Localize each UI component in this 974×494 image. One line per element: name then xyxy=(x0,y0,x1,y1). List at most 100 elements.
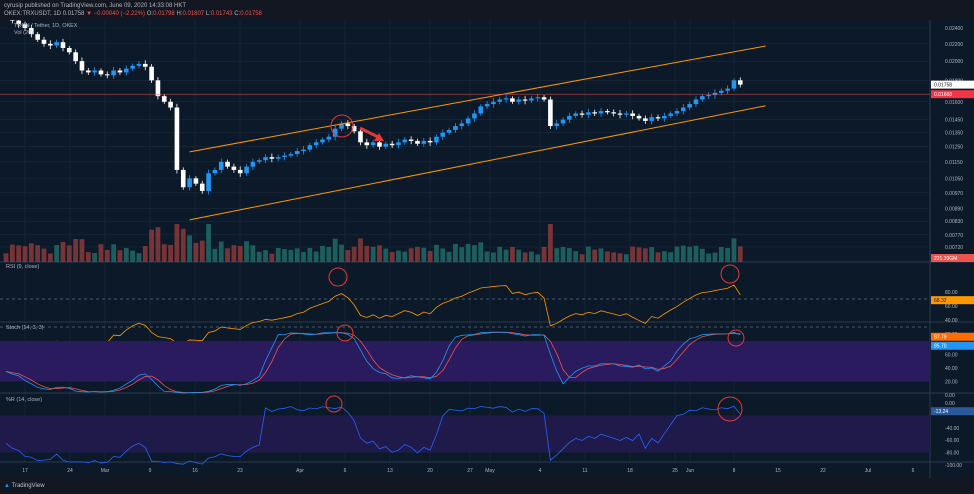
volume-bar xyxy=(383,248,389,262)
candle-body xyxy=(719,90,724,93)
candle-body xyxy=(662,115,667,119)
candle-body xyxy=(48,43,53,46)
time-tick: 22 xyxy=(820,468,826,474)
wr-tag-bg xyxy=(931,407,974,416)
rsi-tick: 80.00 xyxy=(945,290,958,296)
volume-bar xyxy=(718,246,724,262)
candle-body xyxy=(294,151,300,155)
candle-body xyxy=(459,123,465,127)
candle-body xyxy=(624,113,629,115)
candle-body xyxy=(168,101,173,108)
candle-body xyxy=(231,166,237,170)
volume-bar xyxy=(731,238,737,262)
candle-body xyxy=(681,107,686,112)
candle-body xyxy=(415,140,420,144)
price-tick: 0.02400 xyxy=(945,26,963,32)
candle-body xyxy=(104,74,110,76)
candle-body xyxy=(256,160,262,162)
volume-bar xyxy=(358,238,363,262)
chart-area[interactable]: 0.024000.022000.020000.018000.016000.014… xyxy=(0,12,974,478)
time-tick: 27 xyxy=(467,468,473,474)
volume-bar xyxy=(9,244,15,262)
rsi-line xyxy=(12,284,741,349)
volume-bar xyxy=(199,240,205,262)
volume-bar xyxy=(712,252,718,262)
volume-bar xyxy=(623,254,629,262)
volume-bar xyxy=(630,246,636,262)
volume-bar xyxy=(421,247,427,262)
last-price: 0.01758 xyxy=(62,11,85,17)
candle-body xyxy=(440,132,446,137)
price-tick: 0.01250 xyxy=(945,145,963,151)
volume-bar xyxy=(497,246,503,262)
volume-bar xyxy=(155,227,161,262)
volume-bar xyxy=(453,243,458,262)
volume-bar xyxy=(503,249,509,262)
volume-bar xyxy=(554,248,560,262)
tradingview-logo-icon: ▲ xyxy=(4,483,10,489)
candle-body xyxy=(237,169,243,174)
time-tick: Mar xyxy=(101,468,110,474)
symbol: OKEX:TRXUSDT, 1D xyxy=(4,11,62,17)
candle-body xyxy=(301,149,306,152)
candle-body xyxy=(225,161,230,167)
candle-body xyxy=(402,139,408,143)
candle-body xyxy=(706,95,711,97)
volume-bar xyxy=(123,247,129,262)
volume-bar xyxy=(465,243,471,262)
volume-bar xyxy=(256,251,262,262)
volume-bar xyxy=(440,248,446,262)
chart-svg[interactable]: 0.024000.022000.020000.018000.016000.014… xyxy=(0,12,974,478)
candle-body xyxy=(630,113,635,116)
volume-bar xyxy=(446,251,452,262)
candle-body xyxy=(579,113,585,115)
channel-line-lower xyxy=(189,105,766,221)
volume-bar xyxy=(389,252,395,262)
time-tick: 6 xyxy=(344,468,347,474)
candle-body xyxy=(674,111,680,114)
volume-bar xyxy=(161,244,167,262)
volume-bar xyxy=(674,246,680,262)
candle-body xyxy=(731,80,737,89)
volume-bar xyxy=(47,253,53,262)
candle-body xyxy=(383,143,389,147)
candle-body xyxy=(187,178,192,188)
volume-bar xyxy=(206,224,211,262)
annotation-circle xyxy=(325,395,343,413)
volume-bar xyxy=(237,246,243,262)
time-tick: 6 xyxy=(912,468,915,474)
volume-bar xyxy=(22,246,28,262)
volume-bar xyxy=(98,244,104,262)
volume-bar xyxy=(193,242,199,262)
candle-body xyxy=(136,63,142,66)
volume-bar xyxy=(339,244,344,262)
volume-bar xyxy=(516,249,522,262)
volume-bar xyxy=(649,247,655,262)
volume-bar xyxy=(187,235,192,262)
volume-bar xyxy=(484,251,490,262)
candle-body xyxy=(16,20,21,25)
candle-body xyxy=(700,96,705,100)
candle-body xyxy=(174,107,180,170)
c-label: C: xyxy=(234,11,241,17)
volume-bar xyxy=(313,251,319,262)
time-tick: 11 xyxy=(582,468,587,474)
candle-body xyxy=(73,52,78,62)
candle-body xyxy=(111,70,116,76)
volume-bar xyxy=(396,250,401,262)
candle-body xyxy=(617,113,623,115)
volume-bar xyxy=(288,249,294,262)
candle-body xyxy=(421,140,427,144)
legend-title: TRON / Tether, 1D, OKEX xyxy=(14,23,78,29)
annotation-circle xyxy=(328,267,348,287)
volume-bar xyxy=(130,250,136,262)
price-tick: 0.02000 xyxy=(945,59,963,65)
last-price-tag-bg xyxy=(931,80,974,89)
price-tick: 0.00890 xyxy=(945,206,963,212)
volume-bar xyxy=(585,246,591,262)
volume-bar xyxy=(28,243,34,262)
wr-tick: 0.00 xyxy=(945,401,955,407)
volume-bar xyxy=(320,245,325,262)
volume-bar xyxy=(92,253,98,262)
candle-body xyxy=(155,80,161,97)
